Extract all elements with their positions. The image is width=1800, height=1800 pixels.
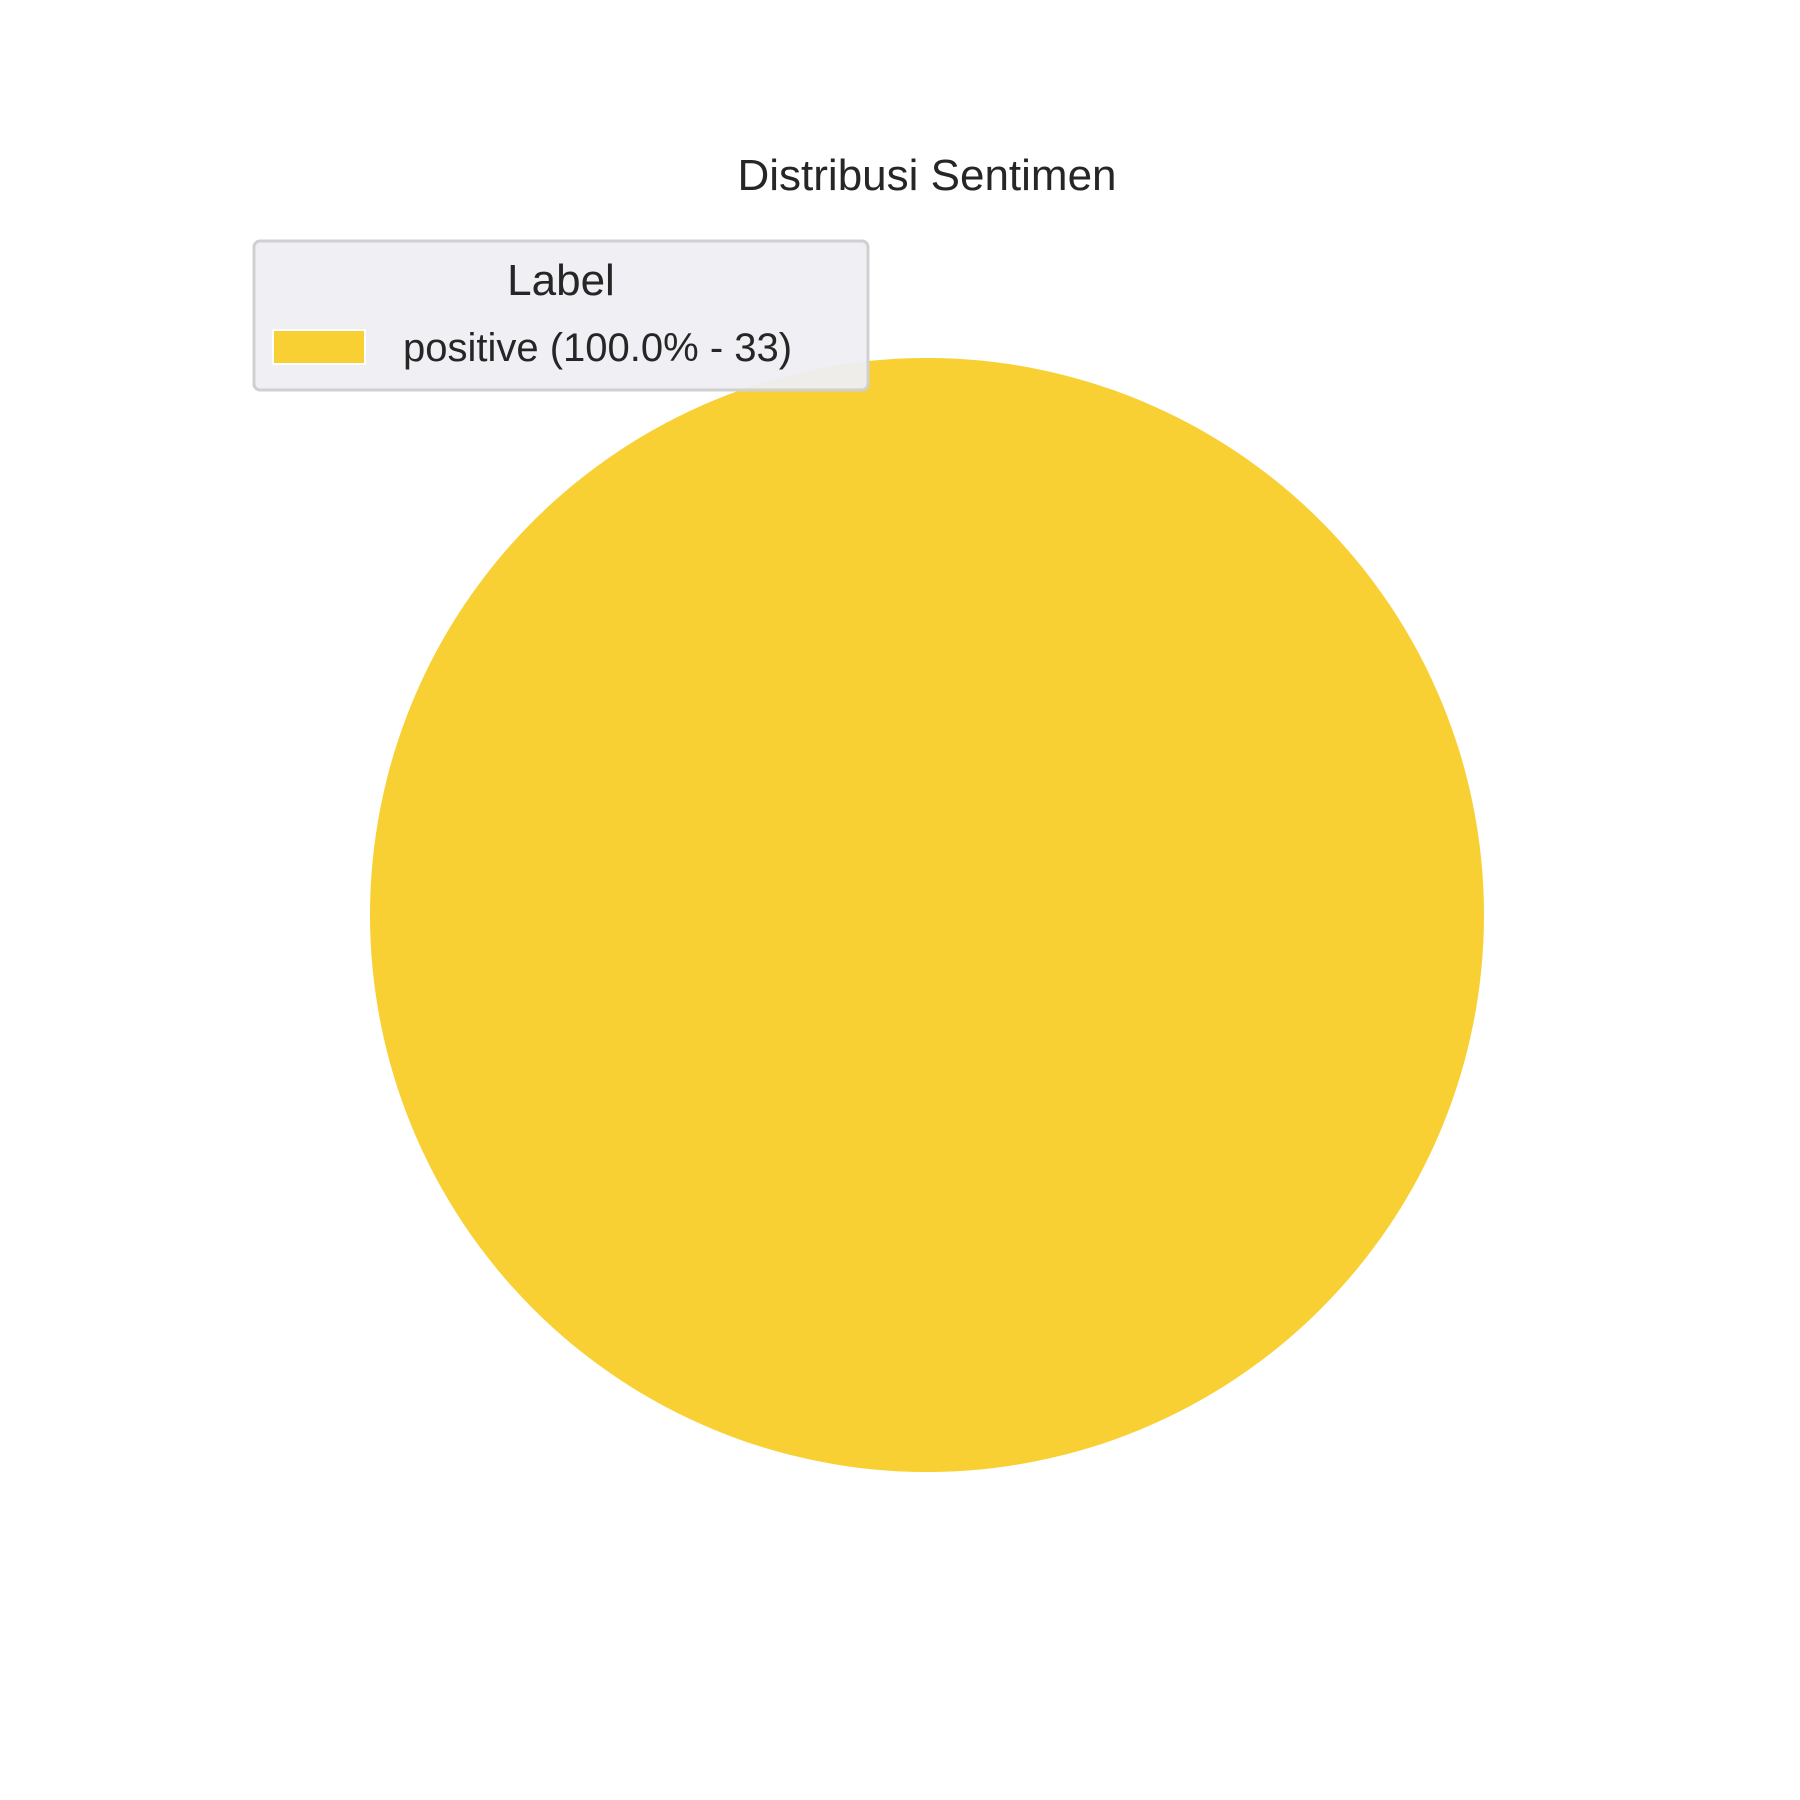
pie-slice-positive <box>370 358 1484 1472</box>
legend: Label positive (100.0% - 33) <box>252 239 870 392</box>
legend-box <box>252 239 870 392</box>
legend-swatch-positive <box>272 329 366 365</box>
pie-slices <box>370 358 1484 1472</box>
chart-title: Distribusi Sentimen <box>737 151 1116 200</box>
legend-items: positive (100.0% - 33) <box>272 326 792 370</box>
legend-title: Label <box>507 256 615 305</box>
legend-label-positive: positive (100.0% - 33) <box>403 326 792 370</box>
